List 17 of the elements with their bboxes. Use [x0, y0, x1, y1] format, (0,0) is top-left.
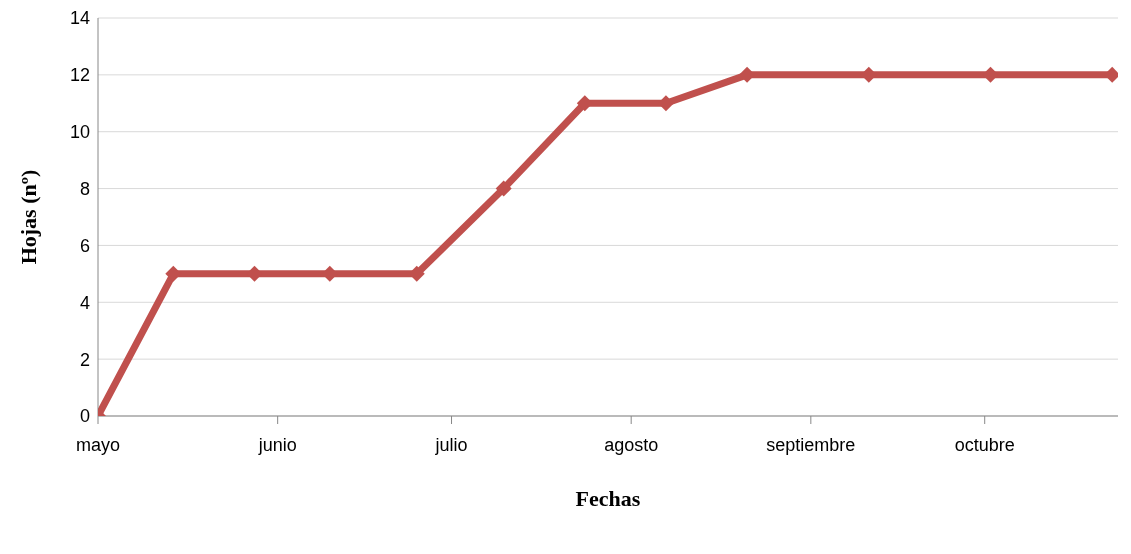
x-tick-label: mayo [75, 434, 121, 455]
y-tick-label: 6 [79, 235, 90, 256]
x-tick-label: septiembre [766, 434, 856, 455]
y-tick-label: 14 [69, 8, 90, 29]
point [495, 180, 512, 197]
x-tick-label: agosto [604, 434, 659, 455]
y-tick-label: 4 [79, 292, 90, 313]
y-axis-title: Hojas (nº) [15, 169, 41, 265]
y-tick-label: 10 [69, 122, 90, 143]
x-tick-label: julio [434, 434, 468, 455]
x-axis-title: Fechas [575, 486, 641, 511]
y-tick-label: 12 [69, 65, 90, 86]
x-tick-label: junio [257, 434, 297, 455]
y-tick-label: 2 [79, 349, 90, 370]
y-tick-label: 0 [79, 406, 90, 427]
x-tick-label: octubre [954, 434, 1015, 455]
y-tick-label: 8 [79, 178, 90, 199]
